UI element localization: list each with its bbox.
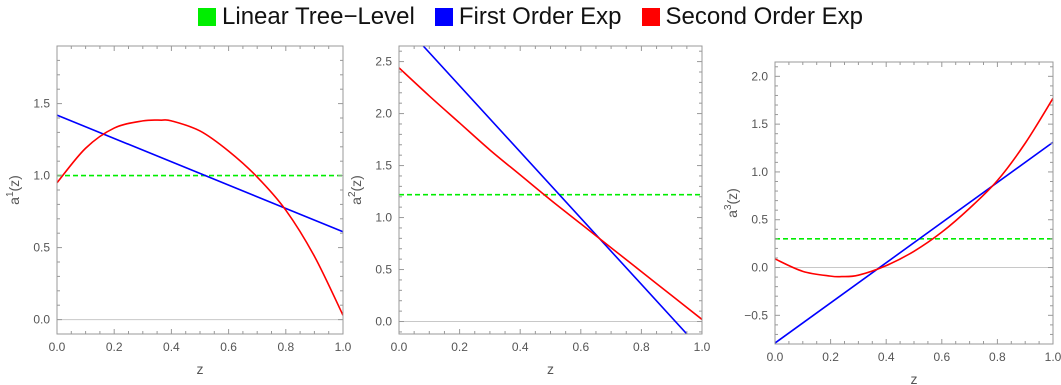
y-tick-label: 0.5 <box>33 241 50 255</box>
legend-label: First Order Exp <box>458 3 622 30</box>
legend: Linear Tree−Level First Order Exp Second… <box>0 0 1061 34</box>
x-tick-label: 1.0 <box>694 340 711 354</box>
x-tick-label: 0.8 <box>633 340 650 354</box>
y-tick-label: −0.5 <box>744 308 768 322</box>
x-tick-label: 0.0 <box>767 350 784 364</box>
y-tick-label: 1.0 <box>33 169 50 183</box>
plot-frame <box>774 61 1054 345</box>
series-group <box>399 46 702 334</box>
x-axis-label: z <box>197 361 204 377</box>
y-tick-label: 2.0 <box>751 69 768 83</box>
legend-swatch-red <box>641 8 660 26</box>
x-tick-label: 0.4 <box>878 350 895 364</box>
legend-item-second-order-exp: Second Order Exp <box>641 3 863 31</box>
chart-panel-a2: 0.0 0.2 0.4 0.6 0.8 1.0 0.0 0.5 1.0 1.5 2.0 2.5 z a2(… <box>347 45 711 377</box>
x-tick-label: 0.6 <box>572 340 589 354</box>
y-tick-label: 0.5 <box>375 263 392 277</box>
legend-swatch-green <box>198 8 217 26</box>
y-tick-label: 0.5 <box>751 213 768 227</box>
y-tick-label: 0.0 <box>375 315 392 329</box>
y-axis-label: a1(z) <box>5 175 22 205</box>
x-tick-label: 1.0 <box>1045 350 1061 364</box>
x-tick-label: 1.0 <box>335 340 352 354</box>
x-axis-label: z <box>911 371 918 385</box>
legend-label: Linear Tree−Level <box>222 3 415 30</box>
chart-panel-a3: 0.0 0.2 0.4 0.6 0.8 1.0 −0.5 0.0 0.5 1.0 1.5 2.0 z a3… <box>723 61 1061 385</box>
y-tick-label: 1.5 <box>751 117 768 131</box>
legend-item-linear-tree-level: Linear Tree−Level <box>198 3 415 31</box>
x-tick-label: 0.2 <box>106 340 123 354</box>
plot-frame <box>398 45 703 335</box>
y-tick-label: 2.0 <box>375 107 392 121</box>
series-group <box>57 114 343 316</box>
x-tick-label: 0.6 <box>220 340 237 354</box>
y-axis-label: a3(z) <box>723 188 740 218</box>
x-tick-label: 0.8 <box>277 340 294 354</box>
y-tick-label: 0.0 <box>751 261 768 275</box>
y-tick-label: 1.5 <box>33 97 50 111</box>
legend-label: Second Order Exp <box>665 3 863 30</box>
x-tick-label: 0.8 <box>989 350 1006 364</box>
plot-frame <box>56 45 344 335</box>
y-tick-label: 1.0 <box>375 211 392 225</box>
series-line-second-order-exp <box>775 97 1053 278</box>
series-group <box>775 97 1053 344</box>
series-line-second-order-exp <box>57 119 343 316</box>
legend-swatch-blue <box>434 8 453 26</box>
x-tick-label: 0.0 <box>49 340 66 354</box>
chart-panel-a1: 0.0 0.2 0.4 0.6 0.8 1.0 0.0 0.5 1.0 1.5 z a1(z) <box>5 45 352 377</box>
y-tick-label: 0.0 <box>33 313 50 327</box>
x-tick-label: 0.6 <box>933 350 950 364</box>
x-tick-label: 0.0 <box>391 340 408 354</box>
x-axis-label: z <box>547 361 554 377</box>
series-line-first-order-exp <box>57 114 343 233</box>
series-line-second-order-exp <box>399 67 702 321</box>
series-line-first-order-exp <box>422 46 688 334</box>
x-tick-label: 0.2 <box>451 340 468 354</box>
x-tick-label: 0.4 <box>512 340 529 354</box>
y-axis-label: a2(z) <box>347 175 364 205</box>
x-tick-label: 0.4 <box>163 340 180 354</box>
y-tick-label: 1.5 <box>375 159 392 173</box>
x-tick-label: 0.2 <box>822 350 839 364</box>
legend-item-first-order-exp: First Order Exp <box>434 3 622 31</box>
series-line-first-order-exp <box>775 141 1053 344</box>
y-tick-label: 2.5 <box>375 55 392 69</box>
y-tick-label: 1.0 <box>751 165 768 179</box>
